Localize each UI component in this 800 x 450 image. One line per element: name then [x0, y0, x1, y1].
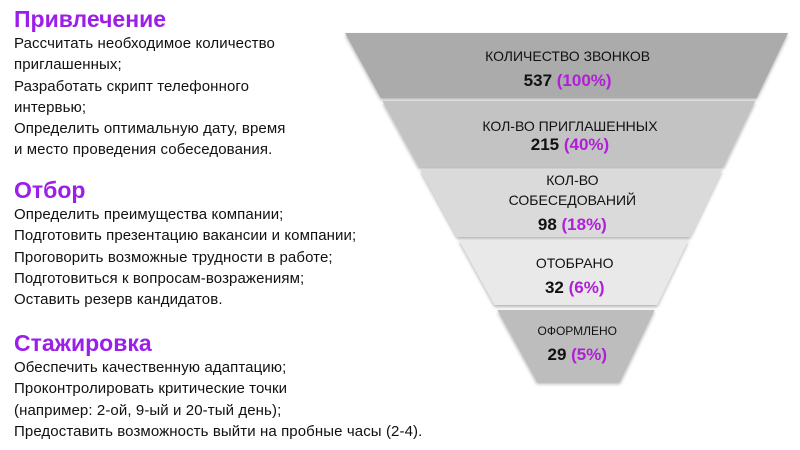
section-list: Рассчитать необходимое количество пригла… [14, 33, 514, 161]
list-item: интервью; [14, 98, 87, 116]
funnel-stage-value: 98 (18%) [538, 215, 607, 234]
list-item: Рассчитать необходимое количество [14, 35, 275, 52]
funnel-stage-5 [497, 310, 655, 382]
list-item: Обеспечить качественную адаптацию; [14, 359, 287, 376]
section-list: Обеспечить качественную адаптацию; Проко… [14, 357, 514, 442]
funnel-stage-percent: (100%) [557, 71, 612, 90]
section-selection: Отбор Определить преимущества компании; … [14, 176, 514, 310]
section-title: Стажировка [14, 330, 152, 356]
funnel-stage-value: 32 (6%) [545, 278, 605, 297]
funnel-stage-value: 29 (5%) [547, 345, 607, 364]
section-list: Определить преимущества компании; Подгот… [14, 204, 514, 310]
list-item: Проговорить возможные трудности в работе… [14, 248, 333, 266]
funnel-stage-count: 215 [531, 135, 564, 154]
funnel-stage-1 [345, 33, 788, 98]
list-item: приглашенных; [14, 56, 122, 74]
list-item: Разработать скрипт телефонного [14, 77, 250, 95]
list-item: Определить оптимальную дату, время [14, 120, 286, 138]
funnel-stage-percent: (6%) [569, 278, 605, 297]
list-item: Оставить резерв кандидатов. [14, 291, 223, 309]
funnel-stage-percent: (5%) [571, 345, 607, 364]
funnel-stage-value: 537 (100%) [524, 71, 612, 90]
funnel-stage-2 [382, 101, 756, 167]
list-item: Определить преимущества компании; [14, 206, 284, 223]
section-internship: Стажировка Обеспечить качественную адапт… [14, 329, 514, 442]
funnel-stage-3 [420, 170, 723, 237]
section-title: Привлечение [14, 6, 167, 32]
list-item: (например: 2-ой, 9-ый и 20-тый день); [14, 401, 282, 419]
list-item: Предоставить возможность выйти на пробны… [14, 422, 423, 440]
funnel-stage-count: 98 [538, 215, 562, 234]
list-item: Проконтролировать критические точки [14, 380, 288, 398]
funnel-stage-count: 29 [547, 345, 571, 364]
funnel-stage-value: 215 (40%) [531, 135, 609, 154]
funnel-stage-label: КОЛ-ВО [546, 172, 598, 188]
list-item: Подготовиться к вопросам-возражениям; [14, 269, 305, 287]
funnel-stage-label: КОЛИЧЕСТВО ЗВОНКОВ [485, 48, 650, 64]
list-item: Подготовить презентацию вакансии и компа… [14, 227, 357, 245]
section-title: Отбор [14, 177, 86, 203]
section-attraction: Привлечение Рассчитать необходимое колич… [14, 5, 514, 161]
funnel-stage-percent: (40%) [564, 135, 609, 154]
funnel-stage-label: ОФОРМЛЕНО [537, 324, 617, 338]
funnel-stage-label: КОЛ-ВО ПРИГЛАШЕННЫХ [482, 118, 658, 134]
funnel-stage-label: ОТОБРАНО [536, 255, 614, 271]
funnel-stage-4 [458, 240, 689, 305]
list-item: и место проведения собеседования. [14, 141, 273, 159]
funnel-stage-percent: (18%) [562, 215, 607, 234]
funnel-stage-count: 32 [545, 278, 569, 297]
funnel-stage-label: СОБЕСЕДОВАНИЙ [509, 191, 636, 208]
funnel-stage-count: 537 [524, 71, 557, 90]
